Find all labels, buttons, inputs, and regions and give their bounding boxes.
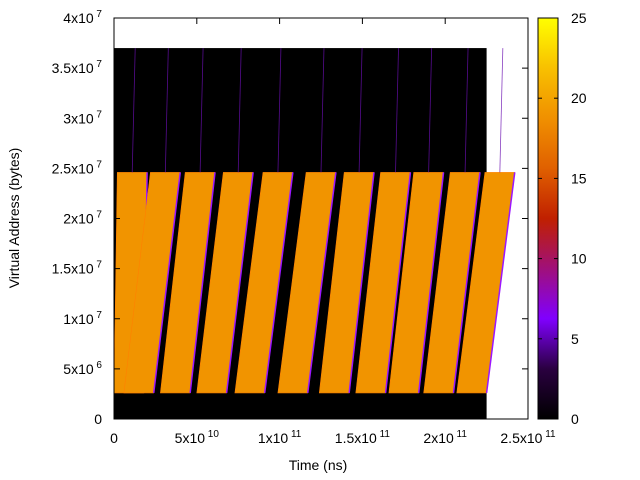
sweep-streak (320, 48, 325, 173)
sweep-edge (417, 172, 445, 394)
colorbar-tick-label: 10 (571, 251, 587, 267)
sweep-edge (384, 172, 412, 394)
colorbar: 0 5 10 15 20 25 (537, 10, 587, 427)
x-tick-label: 1x10 11 (258, 429, 302, 446)
sweep-edge (348, 172, 375, 394)
sweep-edge (485, 172, 516, 394)
y-tick-label: 1x10 7 (63, 310, 102, 327)
sweep-streak (164, 48, 169, 173)
plot-area (114, 48, 516, 419)
sweep-edge (452, 172, 481, 394)
y-tick-label: 4x10 7 (63, 9, 102, 26)
sweep-streak (358, 48, 363, 173)
sweep-edge (189, 172, 216, 394)
colorbar-tick-label: 20 (571, 90, 587, 106)
x-tick-label: 1.5x10 11 (335, 429, 391, 446)
y-tick-label: 3.5x10 7 (52, 59, 103, 76)
y-tick-label: 2.5x10 7 (52, 159, 103, 176)
colorbar-tick-label: 5 (571, 331, 579, 347)
sweep-streak (199, 48, 204, 173)
y-axis-title: Virtual Address (bytes) (6, 148, 22, 289)
x-tick-label: 5x10 10 (175, 429, 220, 446)
y-tick-label: 2x10 7 (63, 210, 102, 227)
sweep-streak (237, 48, 242, 173)
sweep-streak (395, 48, 399, 173)
sweep-edge (225, 172, 254, 394)
x-axis-title: Time (ns) (289, 457, 348, 473)
heatmap-data-layer (114, 48, 516, 419)
x-tick-label: 0 (110, 430, 118, 446)
sweep-edge (263, 172, 294, 394)
x-tick-label: 2.5x10 11 (500, 429, 556, 446)
colorbar-tick-label: 15 (571, 170, 587, 186)
sweep-streak (131, 48, 136, 173)
colorbar-tick-label: 0 (571, 411, 579, 427)
x-tick-label: 2x10 11 (423, 429, 467, 446)
y-tick-label: 3x10 7 (63, 109, 102, 126)
y-tick-label: 1.5x10 7 (52, 260, 103, 277)
colorbar-ticks: 0 5 10 15 20 25 (538, 10, 587, 427)
colorbar-gradient (537, 17, 559, 420)
y-axis: 0 5x10 6 1x10 7 1.5x10 7 2x10 7 2.5x10 7 3x10 … (52, 9, 528, 427)
sweep-streak (464, 48, 469, 173)
sweep-streak (428, 48, 433, 173)
colorbar-tick-label: 25 (571, 10, 587, 26)
sweep-edge (152, 172, 181, 394)
sweep-edge (307, 172, 337, 394)
y-tick-label: 5x10 6 (63, 360, 102, 377)
y-tick-label: 0 (94, 411, 102, 427)
sweep-streak (277, 48, 282, 173)
sweep-streak (499, 48, 504, 173)
